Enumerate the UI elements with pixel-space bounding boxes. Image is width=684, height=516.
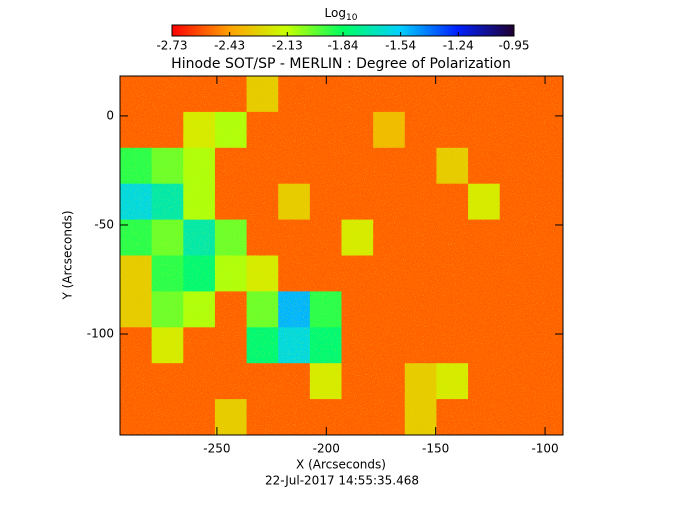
x-tick-label: -100 [531, 442, 558, 456]
x-tick-label: -150 [422, 442, 449, 456]
colorbar-tick-label: -1.84 [327, 39, 358, 53]
x-tick-label: -200 [313, 442, 340, 456]
y-tick-label: 0 [106, 108, 114, 122]
annotation: 22-Jul-2017 14:55:35.468 [265, 474, 419, 488]
colorbar-tick-label: -1.54 [385, 39, 416, 53]
y-tick-label: -100 [87, 327, 114, 341]
plot-frame [119, 75, 564, 436]
y-axis-label: Y (Arcseconds) [61, 210, 75, 300]
x-tick-label: -250 [203, 442, 230, 456]
x-axis-label: X (Arcseconds) [296, 458, 386, 472]
colorbar-tick-label: -2.13 [272, 39, 303, 53]
colorbar-label: Log10 [325, 6, 358, 23]
colorbar-tick-label: -2.43 [214, 39, 245, 53]
chart-title: Hinode SOT/SP - MERLIN : Degree of Polar… [171, 56, 511, 72]
y-tick-label: -50 [94, 217, 114, 231]
colorbar-tick-label: -0.95 [498, 39, 529, 53]
texture [120, 76, 563, 435]
colorbar-tick-label: -1.24 [443, 39, 474, 53]
colorbar-tick-label: -2.73 [156, 39, 187, 53]
